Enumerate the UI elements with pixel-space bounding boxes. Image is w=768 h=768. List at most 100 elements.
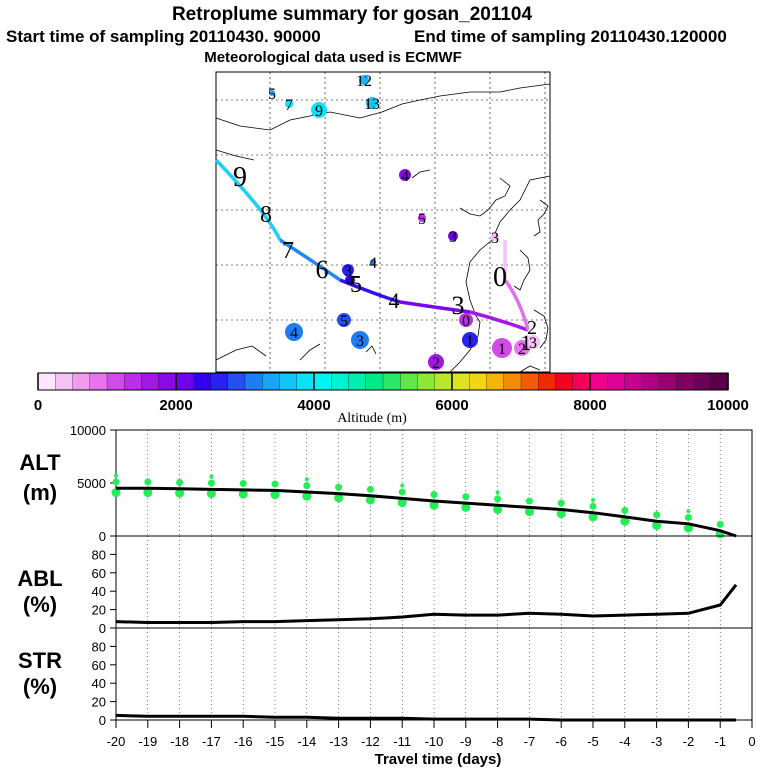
colorbar-cell <box>244 372 263 391</box>
track-day-label: 5 <box>350 272 362 298</box>
altitude-scatter-point <box>716 520 724 528</box>
altitude-scatter-point <box>591 497 595 502</box>
x-tick-label: -2 <box>683 734 695 749</box>
cluster-label: 4 <box>290 325 298 342</box>
cluster-marker <box>526 335 540 349</box>
altitude-scatter-point <box>462 493 470 501</box>
colorbar-cell <box>469 372 488 391</box>
cluster-marker <box>459 313 473 327</box>
colorbar-cell <box>158 372 177 391</box>
series-line-str <box>115 713 737 722</box>
colorbar-cell <box>279 372 298 391</box>
altitude-scatter-point <box>620 516 630 526</box>
y-tick-label: 40 <box>92 584 106 599</box>
panel-yunit: (%) <box>23 674 57 699</box>
cluster-point: 3 <box>351 331 369 350</box>
track-day-label: 4 <box>389 288 400 313</box>
colorbar-cell <box>175 372 194 391</box>
cluster-point: 12 <box>356 73 372 90</box>
altitude-scatter-point <box>461 502 471 512</box>
cluster-label: 5 <box>418 211 426 228</box>
track-day-label: 9 <box>233 162 247 193</box>
altitude-scatter-point <box>302 491 312 501</box>
altitude-scatter-point <box>525 497 533 505</box>
panel-yunit: (m) <box>23 480 57 505</box>
y-tick-label: 60 <box>92 658 106 673</box>
panel-ylabel: STR <box>18 648 62 673</box>
altitude-scatter-point <box>112 478 120 486</box>
altitude-scatter-point <box>429 500 439 510</box>
altitude-colorbar: 0 2000 4000 6000 8000 10000 Altitude (m) <box>34 372 749 426</box>
colorbar-cells <box>37 372 729 391</box>
x-tick-label: -16 <box>234 734 253 749</box>
colorbar-cell <box>572 372 591 391</box>
colorbar-cell <box>193 372 212 391</box>
track-day-label: 0 <box>493 262 507 293</box>
colorbar-cell <box>72 372 91 391</box>
trajectory-track <box>214 158 530 332</box>
cluster-marker <box>399 169 411 181</box>
x-tick-label: -5 <box>587 734 599 749</box>
cluster-point: 0 <box>459 313 473 330</box>
colorbar-cell <box>382 372 401 391</box>
map-frame <box>215 71 551 373</box>
panel-frame <box>115 627 753 721</box>
cluster-label: 13 <box>364 96 380 113</box>
x-tick-label: -4 <box>619 734 631 749</box>
cluster-label: 1 <box>466 333 474 350</box>
x-tick-label: -17 <box>202 734 221 749</box>
colorbar-cell <box>589 372 608 391</box>
track-day-label: 6 <box>316 255 329 284</box>
colorbar-cell <box>676 372 695 391</box>
cluster-marker <box>448 231 458 241</box>
altitude-scatter-point <box>304 477 309 482</box>
colorbar-cell <box>227 372 246 391</box>
cluster-marker <box>418 214 426 222</box>
y-tick-label: 0 <box>99 621 106 636</box>
panel-ylabel: ABL <box>17 566 62 591</box>
series-line-alt <box>116 486 737 538</box>
altitude-scatter-point <box>365 495 375 505</box>
altitude-scatter-point <box>209 474 214 479</box>
y-tick-label: 80 <box>92 547 106 562</box>
colorbar-cell <box>210 372 229 391</box>
cluster-point: 1 <box>492 338 512 358</box>
altitude-scatter-point <box>495 490 500 495</box>
cluster-label: 4 <box>369 255 377 272</box>
colorbar-cell <box>37 372 56 391</box>
series-line-abl <box>115 583 738 624</box>
x-tick-label: -18 <box>170 734 189 749</box>
panel-str: 0 20 40 60 80 STR(%) <box>18 627 753 728</box>
x-tick-label: -14 <box>297 734 316 749</box>
colorbar-tick-label: 6000 <box>435 397 468 414</box>
altitude-scatter-point <box>494 495 502 503</box>
altitude-scatter-point <box>114 473 118 478</box>
colorbar-cell <box>520 372 539 391</box>
trajectory-segment <box>503 278 530 331</box>
altitude-scatter-point <box>621 507 629 515</box>
colorbar-cell <box>365 372 384 391</box>
x-tick-label: -10 <box>425 734 444 749</box>
x-tick-label: -1 <box>714 734 726 749</box>
altitude-scatter-point <box>270 490 280 500</box>
altitude-scatter-point <box>143 488 153 498</box>
cluster-point: 4 <box>399 168 411 185</box>
cluster-point: 2 <box>514 340 530 358</box>
altitude-scatter-point <box>397 498 407 508</box>
x-tick-label: -11 <box>393 734 411 749</box>
altitude-scatter-point <box>430 491 438 499</box>
x-tick-label: -7 <box>524 734 536 749</box>
x-tick-label: -8 <box>492 734 504 749</box>
cluster-point: 3 <box>526 335 540 352</box>
x-tick-label: -9 <box>460 734 472 749</box>
cluster-marker <box>370 259 376 265</box>
altitude-scatter-point <box>589 502 597 510</box>
track-day-label: 3 <box>452 291 465 320</box>
cluster-label: 4 <box>346 273 354 290</box>
cluster-point: 4 <box>345 273 355 290</box>
cluster-marker <box>491 233 499 241</box>
cluster-point: 1 <box>462 332 478 350</box>
track-day-label: 2 <box>527 317 537 339</box>
colorbar-cell <box>538 372 557 391</box>
